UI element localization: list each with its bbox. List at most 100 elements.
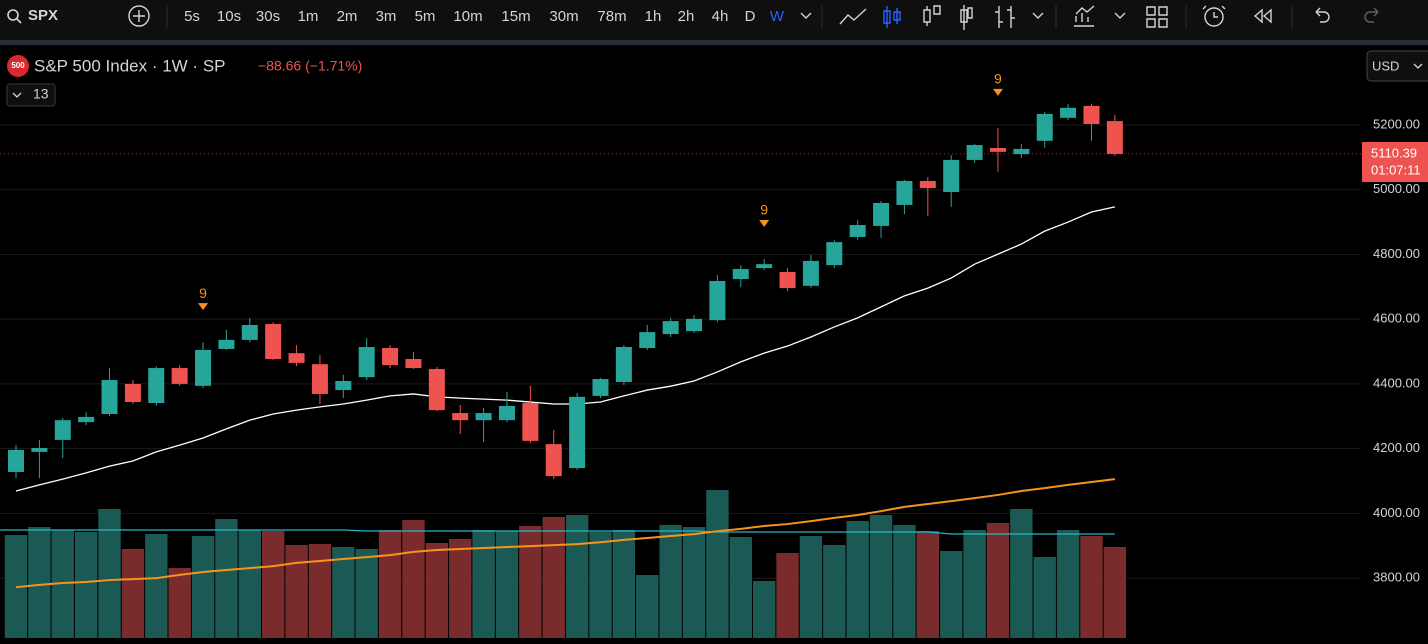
redo-icon[interactable] [1364,7,1379,23]
candle-body [8,449,24,472]
y-tick-label: 5000.00 [1373,181,1420,196]
bars-icon[interactable] [960,5,973,30]
interval-button[interactable]: 30s [256,8,280,25]
volume-bar [986,523,1010,638]
candle-body [919,180,936,189]
candle-body [1106,121,1123,154]
price-axis [1361,46,1428,639]
volume-bar [285,545,308,638]
candle-body [615,347,632,382]
signal-label: 9 [760,202,768,218]
symbol-title: S&P 500 Index · 1W · SP [34,56,226,75]
candle-body [31,448,48,452]
candle-body [405,358,422,369]
candle-body [452,413,469,421]
y-tick-label: 4200.00 [1373,440,1420,455]
interval-button[interactable]: 2h [678,8,695,25]
volume-bar [565,515,589,638]
candle-body [569,396,586,469]
volume-bar [28,527,51,638]
symbol-search[interactable]: SPX [7,7,58,24]
volume-bar [495,531,519,638]
search-icon [7,9,19,21]
undo-icon[interactable] [1315,7,1330,23]
candle-body [1036,113,1053,141]
interval-button[interactable]: 78m [597,8,626,25]
volume-bar [472,530,495,638]
interval-button[interactable]: 2m [337,8,358,25]
separators [166,5,1293,28]
volume-bar [215,519,238,638]
candle-body [873,202,890,226]
interval-button[interactable]: 10s [217,8,241,25]
ohlc-icon[interactable] [995,6,1015,28]
volume-bar [776,553,799,638]
volume-bar [355,549,378,638]
replay-icon[interactable] [1253,8,1272,24]
volume-bar [659,525,682,638]
candle-body [896,180,913,205]
volume-bar [706,490,729,638]
candle-body [662,321,679,335]
signal-label: 9 [199,285,207,301]
candle-body [802,260,819,286]
volume-bar [963,530,986,638]
candle-body [241,325,258,340]
interval-dropdown[interactable] [800,12,812,19]
candle-body [498,405,515,421]
indicators-toggle[interactable] [6,83,56,107]
hollow-candles-icon[interactable] [923,5,941,26]
interval-button[interactable]: 1h [645,8,662,25]
interval-button[interactable]: 15m [501,8,530,25]
volume-ma-line [0,529,1115,535]
candle-body [78,416,95,423]
volume-bar [893,525,916,638]
volume-bar [168,568,191,638]
candle-body [265,324,282,359]
toolbar-icons [800,5,1379,30]
countdown: 01:07:11 [1371,162,1421,177]
candle-body [545,444,562,477]
price-change: −88.66 (−1.71%) [258,58,362,74]
candles-icon[interactable] [883,6,901,28]
volume-bar [1103,547,1127,638]
volume-bar [752,581,776,638]
volume-bar [799,536,823,638]
candle-body [148,368,165,404]
currency-box [1366,50,1428,82]
volume-bar [425,543,449,638]
volume-bar [823,545,846,638]
indicators-icon[interactable] [1074,5,1095,27]
candle-body [358,347,375,378]
volume-bar [846,521,869,638]
volume-bar [191,536,215,638]
indicators-count: 13 [33,86,49,102]
currency-button[interactable]: USD [1366,50,1428,82]
interval-button[interactable]: 10m [453,8,482,25]
line-chart-icon[interactable] [839,8,867,25]
volume-bar [636,575,659,638]
volume-bar [261,531,285,638]
interval-button[interactable]: D [745,8,756,25]
signal-arrow [759,219,770,227]
interval-button[interactable]: 3m [376,8,397,25]
interval-button[interactable]: 1m [298,8,319,25]
candle-body [989,147,1006,152]
plot: 9 9 9 [0,71,1361,638]
badge-text: 500 [11,61,25,70]
candle-body [218,339,235,349]
add-symbol[interactable] [128,5,150,27]
interval-button[interactable]: 5m [415,8,436,25]
interval-button[interactable]: 5s [184,8,200,25]
indicators-dropdown[interactable] [1114,12,1126,19]
interval-button[interactable]: 30m [549,8,578,25]
chart-type-dropdown[interactable] [1032,12,1044,19]
candle-body [943,159,960,192]
interval-button[interactable]: W [770,8,785,25]
interval-button[interactable]: 4h [712,8,729,25]
layout-icon[interactable] [1146,6,1168,28]
candle-body [1013,148,1030,155]
alert-icon[interactable] [1204,7,1224,27]
candle-body [54,420,71,440]
